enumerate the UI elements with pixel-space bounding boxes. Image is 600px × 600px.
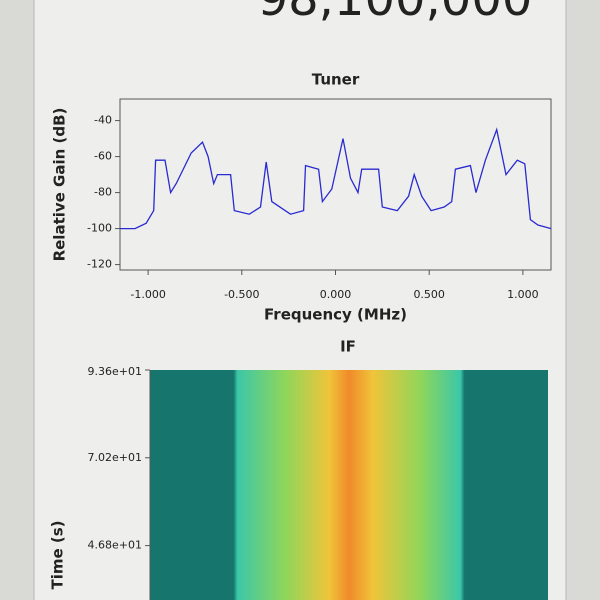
chart-title: IF	[340, 338, 356, 356]
frequency-display: 98,100,000	[258, 0, 533, 27]
y-tick-label: 4.68e+01	[88, 539, 142, 552]
x-tick-label: -0.500	[224, 288, 259, 301]
chart-title: Tuner	[312, 71, 360, 89]
trace	[120, 127, 552, 230]
plot-area	[119, 98, 552, 271]
y-axis-label: Time (s)	[49, 520, 67, 589]
y-tick-label: -100	[87, 222, 112, 235]
y-tick-label: -60	[94, 150, 112, 163]
x-tick-label: 0.500	[413, 288, 445, 301]
y-tick-label: 7.02e+01	[88, 451, 142, 464]
y-tick-label: -120	[87, 258, 112, 271]
waterfall-image	[150, 370, 548, 600]
y-tick-label: 9.36e+01	[88, 365, 142, 378]
y-axis-label: Relative Gain (dB)	[51, 108, 69, 262]
x-tick-label: -1.000	[130, 288, 165, 301]
y-tick-label: -80	[94, 186, 112, 199]
y-tick-label: -40	[94, 114, 112, 127]
x-tick-label: 0.000	[320, 288, 352, 301]
x-axis-label: Frequency (MHz)	[264, 306, 407, 324]
x-tick-label: 1.000	[507, 288, 539, 301]
